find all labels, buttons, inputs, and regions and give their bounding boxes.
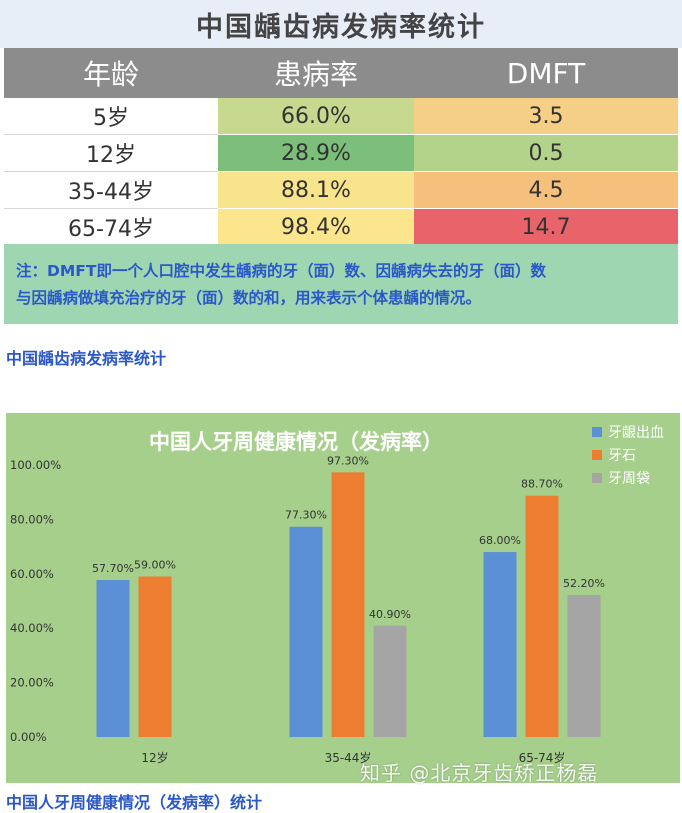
bar-牙石 [138,576,172,737]
cell-age: 5岁 [4,98,218,135]
bar-牙龈出血 [289,526,323,737]
cell-age: 12岁 [4,134,218,172]
y-tick-label: 0.00% [10,730,47,744]
y-tick-label: 60.00% [10,567,54,581]
table-row: 12岁 28.9% 0.5 [4,134,678,172]
caries-table: 年龄 患病率 DMFT 5岁 66.0% 3.5 12岁 28.9% 0.5 3… [4,48,678,246]
watermark: 知乎 @北京牙齿矫正杨磊 [360,761,599,785]
data-label: 52.20% [563,577,605,590]
data-label: 57.70% [92,562,134,575]
cell-dmft: 0.5 [414,134,678,172]
table-row: 5岁 66.0% 3.5 [4,98,678,135]
x-tick-label: 65-74岁 [519,750,566,765]
cell-rate: 98.4% [218,208,414,246]
cell-dmft: 14.7 [414,208,678,246]
chart-title: 中国人牙周健康情况（发病率） [149,430,443,454]
caption-caries: 中国龋齿病发病率统计 [6,349,167,368]
bar-牙周袋 [373,625,407,737]
cell-dmft: 4.5 [414,171,678,209]
bar-牙龈出血 [483,552,517,737]
bar-牙石 [331,472,365,737]
dmft-note: 注：DMFT即一个人口腔中发生龋病的牙（面）数、因龋病失去的牙（面）数 与因龋病… [4,244,678,324]
cell-dmft: 3.5 [414,98,678,135]
cell-rate: 88.1% [218,171,414,209]
cell-age: 65-74岁 [4,208,218,246]
legend-swatch [592,473,602,483]
y-tick-label: 80.00% [10,512,54,526]
data-label: 40.90% [369,608,411,621]
header-dmft: DMFT [414,48,678,98]
bar-牙石 [525,495,559,737]
note-line: 与因龋病做填充治疗的牙（面）数的和，用来表示个体患龋的情况。 [16,289,482,307]
legend-label: 牙石 [608,448,636,464]
cell-rate: 66.0% [218,98,414,135]
y-tick-label: 40.00% [10,621,54,635]
data-label: 97.30% [327,454,369,467]
data-label: 77.30% [285,509,327,522]
header-age: 年龄 [4,48,218,98]
x-tick-label: 12岁 [141,750,168,765]
y-tick-label: 100.00% [10,458,61,472]
note-line: 注：DMFT即一个人口腔中发生龋病的牙（面）数、因龋病失去的牙（面）数 [16,262,546,280]
bar-牙龈出血 [96,580,130,737]
table-title: 中国龋齿病发病率统计 [0,0,682,48]
legend-label: 牙周袋 [608,471,650,487]
x-tick-label: 35-44岁 [325,750,372,765]
legend-label: 牙龈出血 [608,425,664,441]
legend-swatch [592,450,602,460]
data-label: 88.70% [521,478,563,491]
bar-牙周袋 [567,595,601,737]
data-label: 59.00% [134,559,176,572]
periodontal-bar-chart: 中国人牙周健康情况（发病率） 0.00% 20.00% 40.00% 60.00% 80.… [10,425,664,765]
periodontal-chart-panel: 中国人牙周健康情况（发病率） 0.00% 20.00% 40.00% 60.00% 80.… [6,413,680,783]
table-row: 65-74岁 98.4% 14.7 [4,208,678,246]
table-row: 35-44岁 88.1% 4.5 [4,171,678,209]
y-tick-label: 20.00% [10,676,54,690]
table-header-row: 年龄 患病率 DMFT [4,48,678,98]
header-rate: 患病率 [218,48,414,98]
cell-rate: 28.9% [218,134,414,172]
legend-swatch [592,427,602,437]
cell-age: 35-44岁 [4,171,218,209]
caption-periodontal: 中国人牙周健康情况（发病率）统计 [6,793,263,812]
data-label: 68.00% [479,534,521,547]
